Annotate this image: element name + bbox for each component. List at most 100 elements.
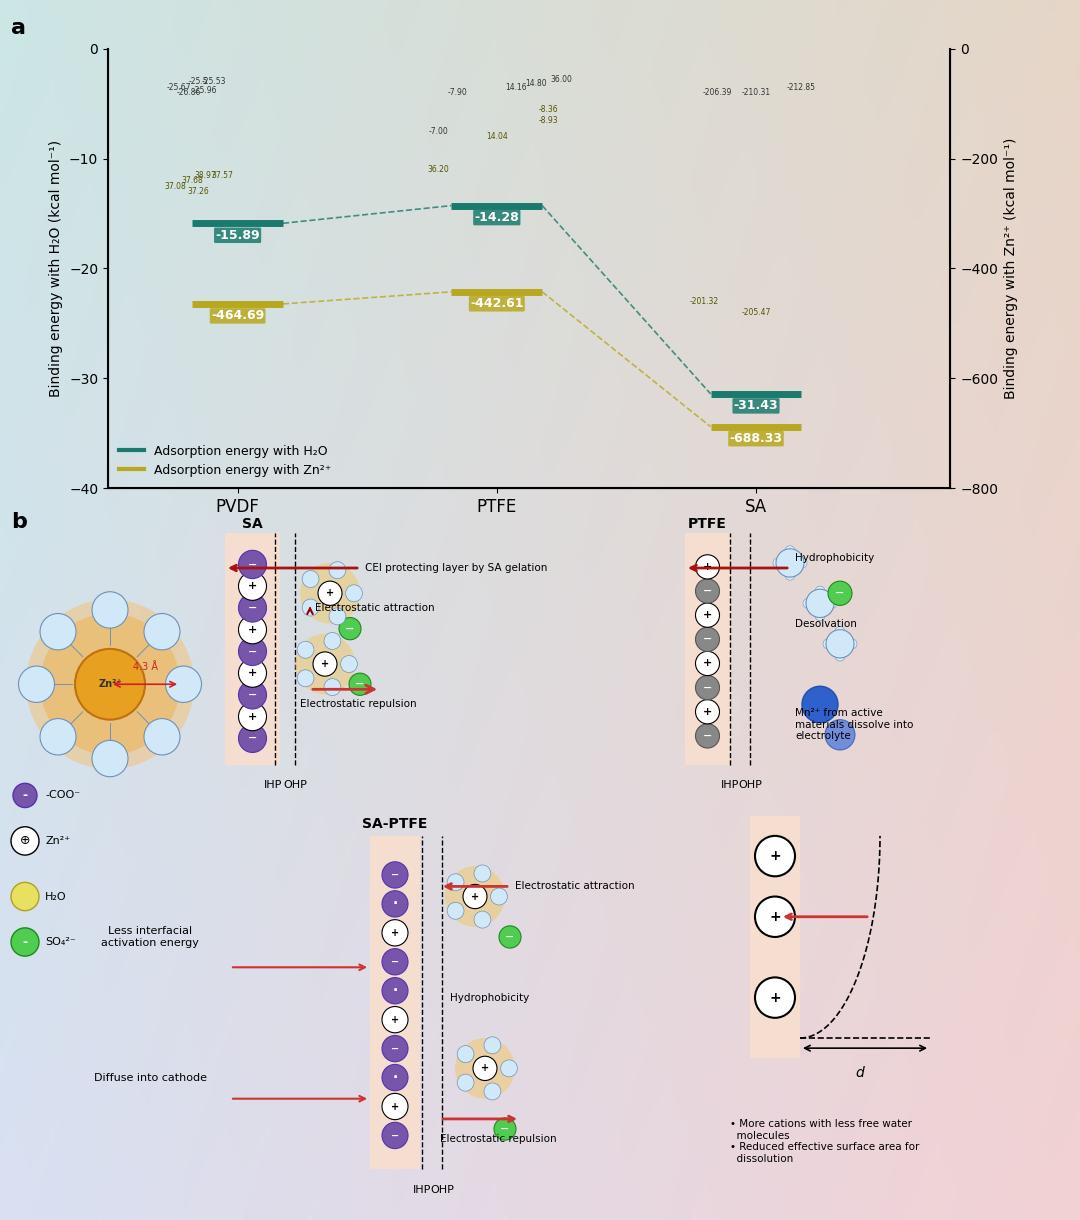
Text: IHP: IHP	[720, 781, 739, 791]
Text: Hydrophobicity: Hydrophobicity	[450, 993, 529, 1003]
Text: -25.96: -25.96	[193, 87, 217, 95]
Text: −: −	[247, 689, 257, 700]
Circle shape	[382, 1036, 408, 1061]
Text: -25.5: -25.5	[189, 77, 208, 87]
Text: −: −	[391, 1043, 400, 1054]
Circle shape	[92, 741, 129, 777]
Text: Electrostatic repulsion: Electrostatic repulsion	[300, 699, 417, 710]
Circle shape	[165, 666, 202, 703]
Text: -7.90: -7.90	[448, 88, 468, 98]
FancyBboxPatch shape	[370, 836, 420, 1170]
Circle shape	[40, 614, 180, 755]
Text: +: +	[703, 610, 712, 620]
Text: +: +	[248, 581, 257, 592]
Text: -7.00: -7.00	[429, 127, 448, 135]
Circle shape	[382, 1006, 408, 1033]
Circle shape	[755, 977, 795, 1017]
Text: a: a	[11, 18, 26, 38]
Legend: Adsorption energy with H₂O, Adsorption energy with Zn²⁺: Adsorption energy with H₂O, Adsorption e…	[114, 439, 337, 482]
Circle shape	[382, 949, 408, 975]
Circle shape	[490, 888, 508, 905]
Circle shape	[239, 681, 267, 709]
Text: 36.00: 36.00	[551, 76, 572, 84]
Circle shape	[239, 572, 267, 600]
Circle shape	[295, 633, 355, 694]
Circle shape	[382, 1093, 408, 1120]
Circle shape	[823, 639, 833, 649]
Text: -442.61: -442.61	[470, 298, 524, 310]
Circle shape	[484, 1037, 501, 1054]
Circle shape	[239, 550, 267, 578]
Circle shape	[847, 639, 858, 649]
Text: -212.85: -212.85	[787, 83, 815, 92]
Text: +: +	[326, 588, 334, 598]
Circle shape	[239, 659, 267, 687]
Circle shape	[18, 666, 54, 703]
Circle shape	[696, 699, 719, 723]
Circle shape	[755, 897, 795, 937]
Text: -14.28: -14.28	[474, 211, 519, 224]
Circle shape	[340, 655, 357, 672]
Text: +: +	[248, 669, 257, 678]
Text: −: −	[391, 956, 400, 966]
Circle shape	[806, 589, 834, 617]
Circle shape	[835, 627, 845, 637]
Circle shape	[382, 891, 408, 917]
Circle shape	[815, 586, 825, 597]
Circle shape	[797, 558, 807, 569]
Circle shape	[92, 592, 129, 628]
Circle shape	[239, 637, 267, 666]
Text: −: −	[703, 683, 712, 693]
Text: +: +	[769, 849, 781, 863]
Text: −: −	[391, 870, 400, 880]
Text: -31.43: -31.43	[733, 399, 779, 412]
Circle shape	[297, 642, 314, 659]
Circle shape	[457, 1074, 474, 1091]
Circle shape	[302, 599, 319, 616]
Text: Mn²⁺ from active
materials dissolve into
electrolyte: Mn²⁺ from active materials dissolve into…	[795, 708, 914, 742]
Circle shape	[696, 580, 719, 603]
Text: Diffuse into cathode: Diffuse into cathode	[94, 1074, 206, 1083]
Circle shape	[445, 866, 505, 927]
Text: SA: SA	[242, 516, 262, 531]
Text: H₂O: H₂O	[45, 892, 67, 902]
Circle shape	[13, 783, 37, 808]
Circle shape	[239, 594, 267, 622]
Circle shape	[239, 616, 267, 644]
Circle shape	[455, 1038, 515, 1099]
Text: −: −	[500, 1124, 510, 1135]
Circle shape	[494, 1118, 516, 1141]
Text: 4.3 Å: 4.3 Å	[133, 662, 158, 672]
Text: d: d	[855, 1066, 864, 1081]
Text: +: +	[769, 991, 781, 1004]
Text: +: +	[703, 659, 712, 669]
Circle shape	[696, 627, 719, 651]
Text: ·: ·	[392, 897, 397, 911]
Text: +: +	[391, 1015, 400, 1025]
Circle shape	[802, 687, 838, 722]
Circle shape	[300, 562, 360, 623]
Text: ·: ·	[392, 983, 397, 998]
Text: -26.86: -26.86	[176, 88, 201, 98]
Text: • More cations with less free water
  molecules
• Reduced effective surface area: • More cations with less free water mole…	[730, 1119, 919, 1164]
Circle shape	[324, 678, 341, 695]
Circle shape	[827, 598, 837, 609]
Text: ·: ·	[392, 1071, 397, 1085]
Text: +: +	[391, 928, 400, 938]
Text: Electrostatic repulsion: Electrostatic repulsion	[440, 1135, 556, 1144]
Text: OHP: OHP	[283, 781, 307, 791]
Text: +: +	[391, 1102, 400, 1111]
Text: −: −	[247, 733, 257, 743]
Circle shape	[773, 558, 783, 569]
Circle shape	[755, 836, 795, 876]
Circle shape	[835, 651, 845, 661]
Circle shape	[473, 1057, 497, 1081]
Text: -206.39: -206.39	[702, 88, 732, 98]
Circle shape	[696, 676, 719, 700]
Circle shape	[144, 614, 180, 650]
Text: -25.67: -25.67	[167, 83, 191, 92]
Text: −: −	[703, 586, 712, 597]
Text: −: −	[247, 647, 257, 656]
Circle shape	[825, 720, 855, 750]
FancyBboxPatch shape	[750, 816, 800, 1058]
